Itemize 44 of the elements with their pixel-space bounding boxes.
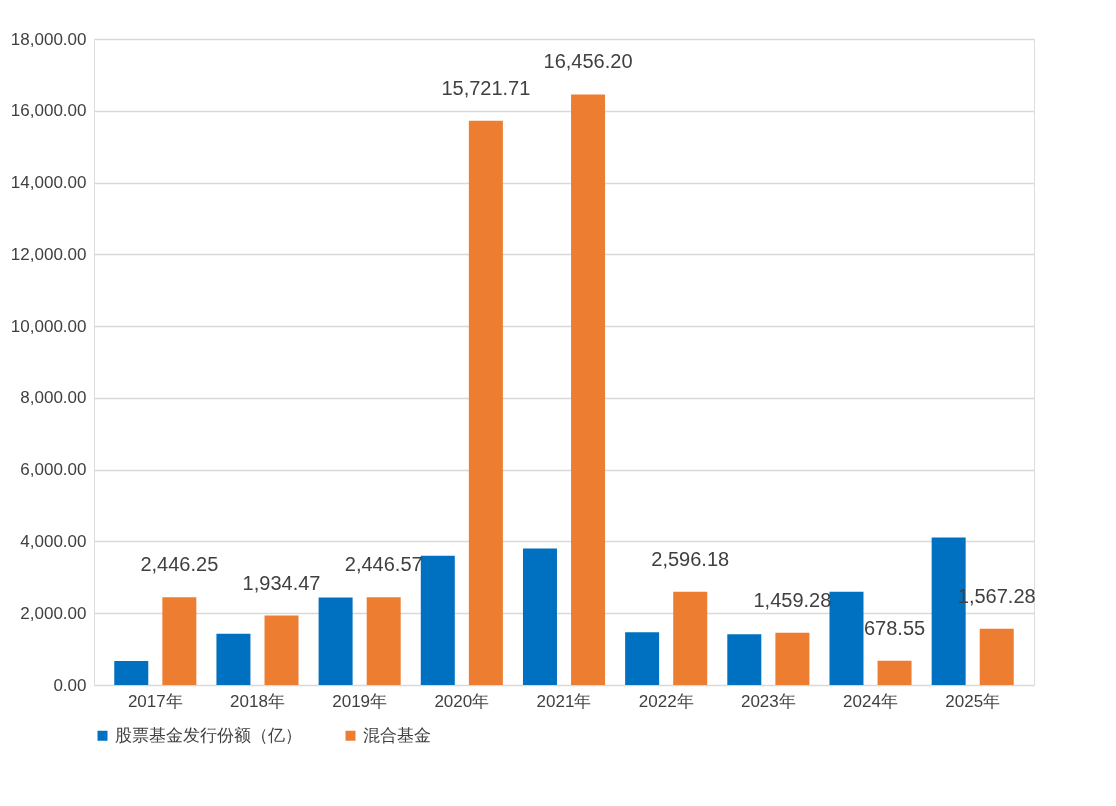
legend-label: 股票基金发行份额（亿）: [115, 725, 302, 745]
bar: [775, 632, 810, 685]
y-tick-label: 6,000.00: [20, 460, 87, 480]
bar: [420, 555, 455, 685]
bar: [318, 597, 353, 685]
y-tick-label: 12,000.00: [10, 244, 87, 264]
bar: [264, 615, 299, 685]
bar: [877, 660, 912, 685]
bar: [162, 597, 197, 685]
data-label: 2,446.25: [140, 553, 219, 576]
y-tick-label: 8,000.00: [20, 388, 87, 408]
x-tick-label: 2021年: [536, 691, 592, 711]
y-tick-label: 2,000.00: [20, 603, 87, 623]
x-tick-label: 2019年: [332, 691, 388, 711]
x-tick-label: 2018年: [230, 691, 285, 711]
data-label: 16,456.20: [543, 50, 633, 73]
y-tick-label: 14,000.00: [10, 173, 87, 193]
y-tick-label: 4,000.00: [20, 531, 87, 551]
bar: [979, 628, 1014, 685]
bar: [522, 548, 557, 685]
bar: [673, 591, 708, 685]
bar: [625, 632, 660, 685]
bar: [468, 120, 503, 685]
x-tick-label: 2017年: [127, 691, 183, 711]
data-label: 678.55: [863, 616, 926, 639]
bar: [727, 634, 762, 685]
bar: [829, 591, 864, 685]
data-label: 15,721.71: [441, 76, 531, 99]
x-tick-label: 2023年: [740, 691, 796, 711]
y-tick-label: 10,000.00: [10, 316, 87, 336]
y-tick-label: 16,000.00: [10, 101, 87, 121]
y-tick-label: 0.00: [53, 675, 87, 695]
x-tick-label: 2020年: [434, 691, 490, 711]
legend-label: 混合基金: [363, 725, 431, 745]
bar: [114, 660, 149, 685]
bar: [216, 633, 251, 685]
x-tick-label: 2022年: [638, 691, 694, 711]
data-label: 2,596.18: [651, 547, 730, 570]
x-tick-label: 2025年: [945, 691, 1001, 711]
bar: [571, 94, 606, 685]
x-tick-label: 2024年: [843, 691, 898, 711]
y-tick-label: 18,000.00: [10, 29, 87, 49]
data-label: 1,934.47: [242, 571, 321, 594]
bar: [366, 597, 401, 685]
